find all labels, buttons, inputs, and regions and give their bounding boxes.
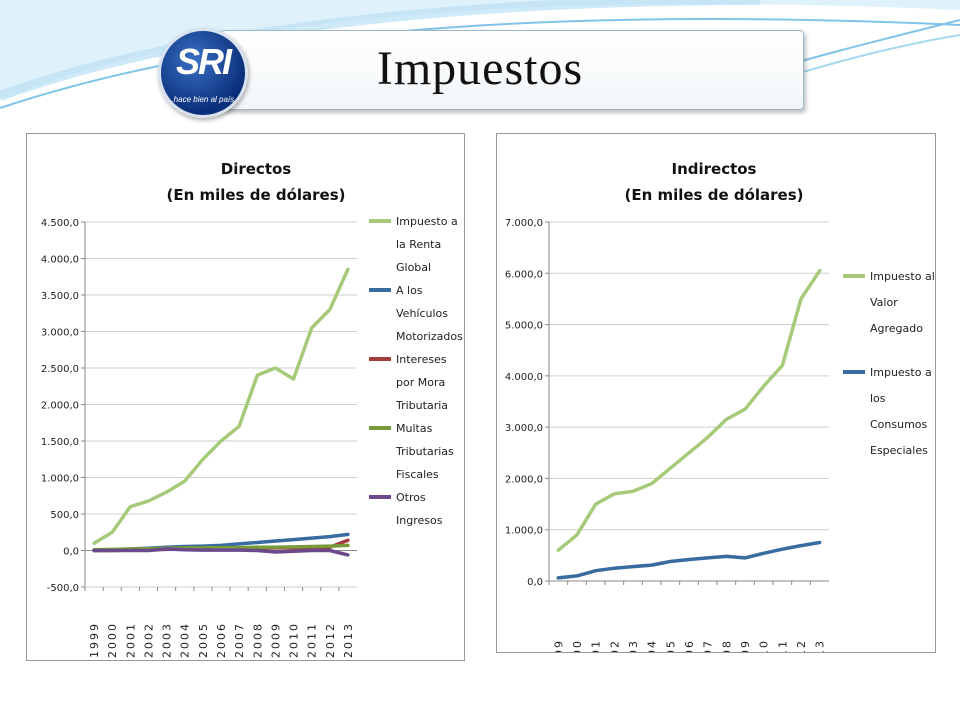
legend-label: Impuesto al [870,270,935,283]
y-tick-label: 3.000,0 [505,423,543,434]
y-tick-label: 1.000,0 [41,474,79,485]
y-tick-label: 7.000,0 [505,218,543,229]
x-tick-label: 2002 [608,639,621,652]
x-tick-label: 2004 [179,622,192,658]
x-tick-label: 2007 [233,622,246,658]
chart-directos: Directos (En miles de dólares) -500,0 0,0 50… [26,133,465,661]
legend-label: Tributaria [395,399,448,412]
chart-title: Directos [221,160,292,178]
legend-label: Otros [396,491,426,504]
y-tick-label: 2.000,0 [505,474,543,485]
x-tick-label: 2005 [197,622,210,658]
legend-label: Ingresos [396,514,443,527]
x-tick-label: 2010 [758,639,771,652]
x-tick-label: 2011 [776,639,789,652]
x-tick-label: 1999 [88,622,101,658]
legend-label: A los [396,284,423,297]
x-tick-label: 2004 [646,639,659,652]
x-tick-label: 2009 [739,639,752,652]
x-tick-label: 2012 [795,639,808,652]
legend-label: Tributarias [395,445,454,458]
x-tick-label: 2008 [720,639,733,652]
x-tick-label: 2011 [306,622,319,658]
chart-indirectos-svg: Indirectos (En miles de dólares) 0,0 1.000,… [505,160,935,675]
y-tick-label: 3.500,0 [41,291,79,302]
y-tick-label: 4.000,0 [41,255,79,266]
x-tick-label: 2007 [702,639,715,652]
y-tick-label: 5.000,0 [505,321,543,332]
sri-logo: SRI ...hace bien al país [158,28,248,118]
chart-subtitle: (En miles de dólares) [624,186,803,204]
y-tick-label: 4.500,0 [41,218,79,229]
x-tick-label: 2006 [215,622,228,658]
slide-title: Impuestos [376,42,584,95]
chart-indirectos: Indirectos (En miles de dólares) 0,0 1.000,… [496,133,936,675]
x-tick-label: 2008 [251,622,264,658]
title-banner [220,30,804,110]
y-tick-label: 4.000,0 [505,372,543,383]
y-tick-label: 0,0 [527,577,543,588]
x-tick-label: 2001 [124,622,137,658]
y-tick-label: 500,0 [50,510,79,521]
x-tick-label: 2012 [324,622,337,658]
legend-label: Motorizados [396,330,463,343]
y-tick-label: 1.500,0 [41,437,79,448]
x-tick-label: 1999 [552,639,565,652]
legend-label: Agregado [870,322,923,335]
legend-label: Global [396,261,431,274]
legend-label: Impuesto a [396,215,458,228]
chart-title: Indirectos [671,160,756,178]
y-tick-label: 0,0 [63,547,79,558]
x-tick-label: 2003 [627,639,640,652]
x-tick-label: 2003 [161,622,174,658]
x-tick-label: 2006 [683,639,696,652]
legend-label: Vehículos [396,307,448,320]
legend-label: los [870,392,886,405]
x-tick-label: 2000 [571,639,584,652]
x-tick-label: 2005 [664,639,677,652]
y-tick-label: 2.000,0 [41,401,79,412]
legend-label: Especiales [870,444,928,457]
legend-label: la Renta [396,238,441,251]
chart-directos-svg: Directos (En miles de dólares) -500,0 0,0 50… [41,160,463,658]
series-line-5 [92,547,350,557]
series-line-2 [556,540,822,580]
x-tick-label: 2000 [106,622,119,658]
y-tick-label: -500,0 [47,583,79,594]
legend-label: Impuesto a [870,366,932,379]
legend-label: Fiscales [396,468,439,481]
legend-label: Valor [870,296,898,309]
x-tick-label: 2013 [814,639,827,652]
legend-label: Intereses [396,353,447,366]
legend-label: Consumos [870,418,928,431]
chart-subtitle: (En miles de dólares) [166,186,345,204]
y-tick-label: 1.000,0 [505,526,543,537]
x-tick-label: 2002 [142,622,155,658]
legend-label: por Mora [396,376,445,389]
x-tick-label: 2010 [288,622,301,658]
y-tick-label: 6.000,0 [505,269,543,280]
y-tick-label: 2.500,0 [41,364,79,375]
y-tick-label: 3.000,0 [41,328,79,339]
legend-label: Multas [396,422,433,435]
x-tick-label: 2009 [269,622,282,658]
series-line-1 [92,267,350,545]
series-line-1 [556,268,822,552]
x-tick-label: 2001 [590,639,603,652]
x-tick-label: 2013 [342,622,355,658]
